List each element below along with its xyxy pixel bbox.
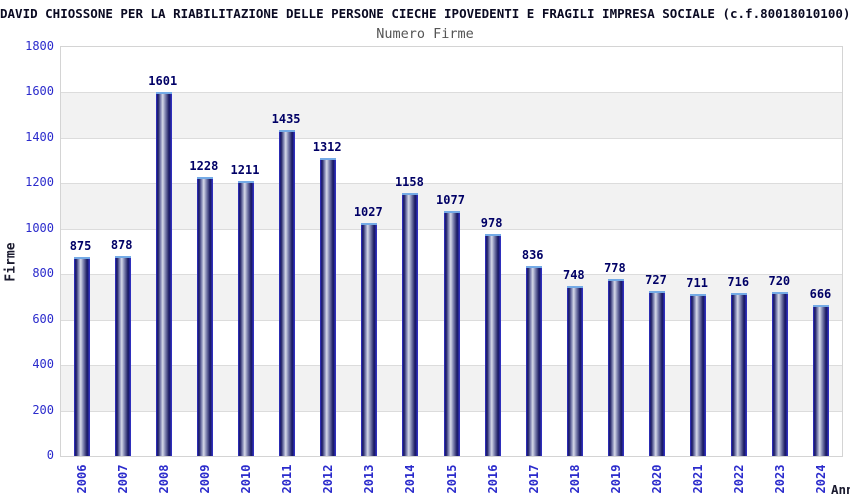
y-tick-label: 1000	[25, 220, 54, 235]
bar	[155, 92, 172, 456]
chart-title: DAVID CHIOSSONE PER LA RIABILITAZIONE DE…	[0, 6, 850, 21]
value-label: 1312	[312, 139, 342, 154]
bar	[279, 129, 296, 456]
x-tick-label: 2012	[321, 464, 336, 494]
value-label: 716	[727, 275, 750, 290]
bar	[320, 157, 337, 456]
value-label: 978	[480, 215, 503, 230]
x-tick-label: 2021	[691, 464, 706, 494]
x-tick-label: 2019	[608, 464, 623, 494]
bar	[484, 233, 501, 456]
bar	[196, 176, 213, 456]
x-tick-label: 2009	[197, 464, 212, 494]
bar	[525, 266, 542, 456]
value-label: 1435	[271, 111, 301, 126]
x-tick-label: 2008	[156, 464, 171, 494]
x-tick-label: 2010	[238, 464, 253, 494]
value-label: 1211	[230, 162, 260, 177]
bar	[402, 192, 419, 456]
x-tick-label: 2020	[650, 464, 665, 494]
bar	[566, 286, 583, 456]
x-tick-label: 2014	[403, 464, 418, 494]
value-label: 836	[521, 248, 544, 263]
value-label: 1077	[436, 193, 465, 208]
x-tick-label: 2017	[526, 464, 541, 494]
y-tick-label: 1600	[25, 84, 54, 99]
x-tick-label: 2024	[814, 464, 829, 494]
x-tick-label: 2015	[444, 464, 459, 494]
x-axis-title: Anno	[831, 482, 850, 497]
bar	[813, 304, 830, 456]
value-label: 1027	[353, 204, 383, 219]
value-label: 1228	[189, 158, 219, 173]
value-label: 1158	[394, 174, 424, 189]
bar	[772, 292, 789, 456]
y-tick-label: 1400	[25, 129, 54, 144]
bar	[114, 256, 131, 456]
value-label: 778	[604, 261, 626, 276]
y-tick-label: 200	[32, 402, 54, 417]
y-tick-label: 1800	[25, 39, 54, 53]
gridline	[61, 137, 842, 139]
value-label: 1601	[148, 74, 178, 89]
bar	[237, 180, 254, 456]
bar	[731, 293, 748, 456]
y-tick-label: 0	[46, 448, 54, 462]
value-label: 748	[562, 268, 585, 283]
gridline	[61, 183, 842, 185]
bar	[361, 222, 378, 456]
x-tick-label: 2013	[362, 464, 377, 494]
value-label: 875	[69, 239, 92, 254]
x-tick-label: 2022	[732, 464, 747, 494]
x-tick-label: 2006	[74, 464, 89, 494]
bar	[73, 257, 90, 456]
y-tick-label: 600	[32, 311, 54, 326]
value-label: 666	[809, 286, 832, 301]
value-label: 720	[768, 274, 791, 289]
chart-subtitle: Numero Firme	[376, 26, 474, 42]
plot-band	[61, 92, 842, 138]
bar	[649, 290, 666, 456]
y-tick-label: 400	[32, 357, 54, 372]
x-tick-label: 2018	[567, 464, 582, 494]
value-label: 727	[645, 272, 667, 287]
x-tick-label: 2011	[280, 464, 295, 494]
x-tick-label: 2007	[115, 464, 130, 494]
value-label: 711	[686, 276, 708, 291]
plot-area	[60, 46, 843, 457]
bar	[607, 279, 624, 456]
y-tick-label: 800	[32, 266, 54, 281]
bar	[690, 294, 707, 456]
gridline	[61, 92, 842, 94]
x-tick-label: 2016	[485, 464, 500, 494]
x-tick-label: 2023	[773, 464, 788, 494]
bar	[443, 211, 460, 456]
y-tick-label: 1200	[25, 175, 54, 190]
value-label: 878	[110, 238, 133, 253]
